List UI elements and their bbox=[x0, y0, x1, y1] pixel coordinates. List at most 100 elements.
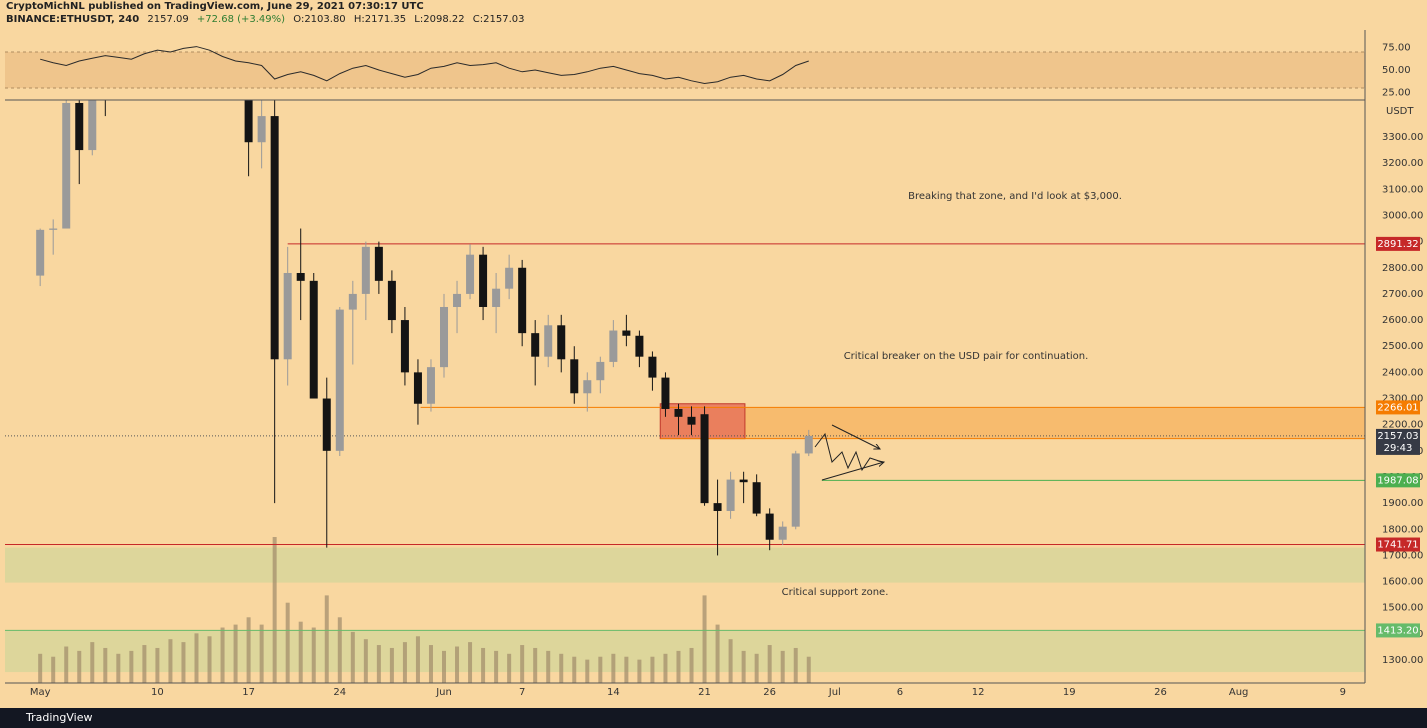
symbol: BINANCE:ETHUSDT, 240 bbox=[6, 14, 140, 25]
volume-bar bbox=[207, 636, 212, 683]
x-tick-label: Aug bbox=[1229, 687, 1249, 698]
price-label-box bbox=[1376, 400, 1420, 415]
volume-bar bbox=[468, 642, 473, 683]
volume-bar bbox=[780, 650, 785, 683]
price-label-box bbox=[1376, 236, 1420, 251]
y-tick-label: 1800.00 bbox=[1382, 524, 1423, 535]
price-label: 1413.20 bbox=[1377, 625, 1418, 636]
candle-body bbox=[583, 380, 592, 394]
y-tick-label: 1600.00 bbox=[1382, 577, 1423, 588]
countdown: 29:43 bbox=[1384, 443, 1413, 454]
arrow bbox=[831, 424, 880, 449]
volume-bar bbox=[402, 642, 407, 683]
volume-bar bbox=[64, 646, 69, 683]
y-tick-label: 3100.00 bbox=[1382, 184, 1423, 195]
candle-body bbox=[557, 325, 566, 360]
volume-bar bbox=[142, 645, 147, 683]
symbol-line: BINANCE:ETHUSDT, 240 2157.09 +72.68 (+3.… bbox=[6, 14, 530, 25]
volume-bar bbox=[220, 627, 225, 683]
volume-bar bbox=[298, 621, 303, 683]
y-tick-label: 1900.00 bbox=[1382, 498, 1423, 509]
candle-body bbox=[283, 272, 292, 360]
x-tick-label: 21 bbox=[698, 687, 711, 698]
volume-bar bbox=[663, 653, 668, 683]
volume-bar bbox=[546, 650, 551, 683]
price-label: 2266.01 bbox=[1377, 402, 1418, 413]
annotation: Breaking that zone, and I'd look at $3,0… bbox=[908, 191, 1122, 202]
x-tick-label: 17 bbox=[242, 687, 255, 698]
x-tick-label: 12 bbox=[972, 687, 985, 698]
candle-body bbox=[206, 0, 214, 6]
y-tick-label: 2200.00 bbox=[1382, 420, 1423, 431]
volume-bar bbox=[793, 647, 798, 683]
candle-body bbox=[36, 229, 45, 276]
candle-body bbox=[804, 435, 813, 454]
ohlc: C:2157.03 bbox=[472, 14, 525, 25]
volume-bar bbox=[246, 617, 251, 683]
y-tick-label: 1300.00 bbox=[1382, 655, 1423, 666]
x-tick-label: Jul bbox=[828, 687, 841, 698]
candle-body bbox=[752, 482, 761, 514]
volume-bar bbox=[77, 650, 82, 683]
candle-body bbox=[335, 309, 344, 451]
price-panel: Breaking that zone, and I'd look at $3,0… bbox=[5, 0, 1365, 683]
candle-body bbox=[49, 228, 58, 230]
candle-body bbox=[531, 333, 540, 357]
candle-body bbox=[244, 100, 253, 143]
volume-bar bbox=[129, 650, 134, 683]
y-tick-label: 2300.00 bbox=[1382, 394, 1423, 405]
candle-body bbox=[348, 293, 357, 310]
candle-body bbox=[791, 453, 800, 527]
volume-bar bbox=[38, 653, 43, 683]
candle-body bbox=[674, 408, 683, 417]
x-tick-label: 14 bbox=[607, 687, 620, 698]
volume-bar bbox=[168, 639, 173, 683]
candle-body bbox=[622, 330, 631, 336]
candle-body bbox=[479, 254, 488, 307]
y-tick-label: 1500.00 bbox=[1382, 603, 1423, 614]
volume-bar bbox=[51, 656, 56, 683]
rsi-panel bbox=[5, 46, 1365, 89]
x-tick-label: 26 bbox=[763, 687, 776, 698]
ohlc: H:2171.35 bbox=[353, 14, 407, 25]
rsi-tick-label: 50.00 bbox=[1382, 65, 1411, 76]
volume-bar bbox=[702, 595, 707, 683]
price-label-box bbox=[1376, 623, 1420, 638]
volume-bar bbox=[455, 646, 460, 683]
price-label-box bbox=[1376, 473, 1420, 488]
volume-bar bbox=[624, 656, 629, 683]
y-tick-label: 2600.00 bbox=[1382, 315, 1423, 326]
volume-bar bbox=[194, 633, 199, 683]
price-label: 2891.32 bbox=[1377, 239, 1418, 250]
volume-bar bbox=[611, 653, 616, 683]
footer-bar bbox=[0, 708, 1427, 728]
volume-bar bbox=[559, 653, 564, 683]
candle-body bbox=[765, 513, 774, 540]
candle-body bbox=[661, 377, 670, 409]
y-tick-label: 2700.00 bbox=[1382, 289, 1423, 300]
ohlc: O:2103.80 bbox=[293, 14, 346, 25]
rsi-line bbox=[40, 46, 809, 85]
author-line: CryptoMichNL published on TradingView.co… bbox=[6, 1, 424, 12]
y-tick-label: 2800.00 bbox=[1382, 263, 1423, 274]
volume-bar bbox=[650, 656, 655, 683]
volume-bar bbox=[533, 647, 538, 683]
candle-body bbox=[492, 288, 501, 307]
volume-bar bbox=[181, 642, 186, 683]
candle-body bbox=[726, 479, 735, 511]
zone bbox=[5, 547, 1365, 583]
y-tick-label: 2400.00 bbox=[1382, 367, 1423, 378]
candle-body bbox=[309, 280, 318, 399]
candle-body bbox=[648, 356, 657, 378]
volume-bar bbox=[90, 642, 95, 683]
volume-bar bbox=[415, 636, 420, 683]
candle-body bbox=[296, 272, 305, 281]
y-tick-label: 2500.00 bbox=[1382, 341, 1423, 352]
volume-bar bbox=[585, 659, 590, 683]
volume-bar bbox=[428, 645, 433, 683]
candle-body bbox=[739, 479, 748, 483]
price-label: 1987.08 bbox=[1377, 475, 1418, 486]
volume-bar bbox=[728, 639, 733, 683]
volume-bar bbox=[676, 650, 681, 683]
